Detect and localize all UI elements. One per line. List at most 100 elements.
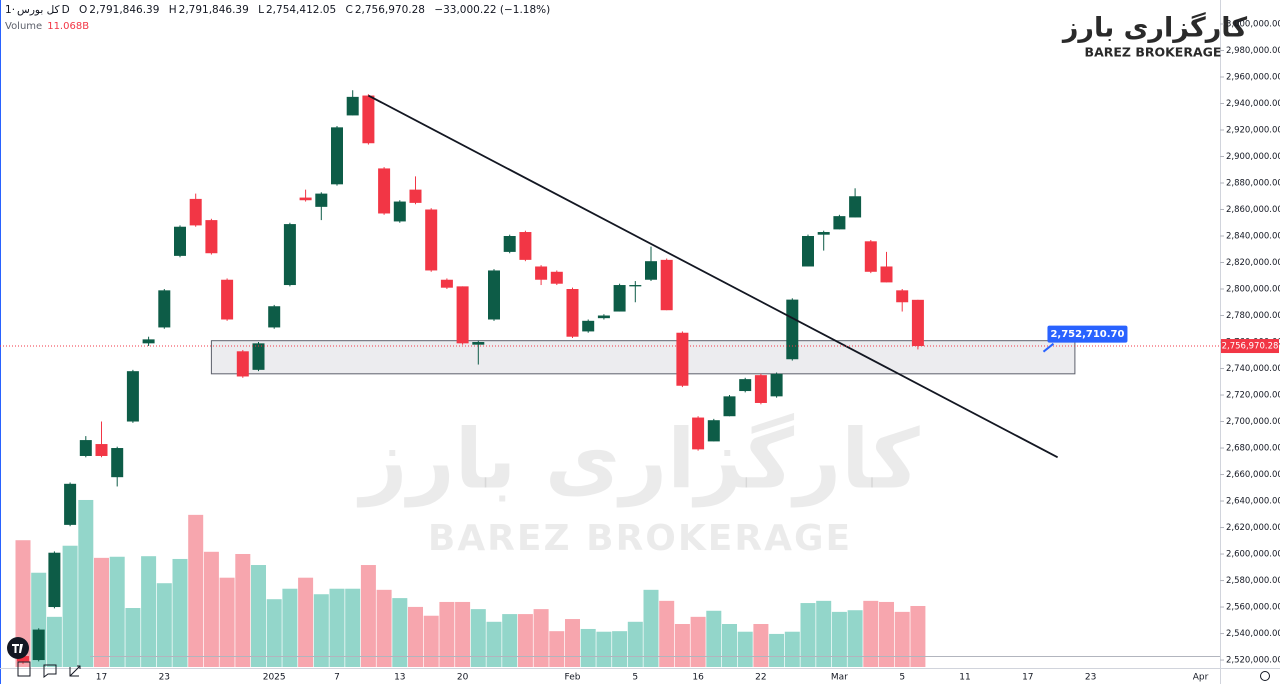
volume-bar bbox=[549, 631, 565, 667]
tool-arrow[interactable] bbox=[69, 665, 81, 677]
legend-header: کل بورس·1D O 2,791,846.39 H 2,791,846.39 L… bbox=[5, 4, 556, 16]
candle-body bbox=[158, 290, 171, 328]
candle-body bbox=[95, 444, 108, 456]
volume-bar bbox=[517, 614, 533, 667]
volume-bar bbox=[769, 633, 785, 667]
candle-body bbox=[535, 266, 548, 280]
volume-bar bbox=[313, 594, 329, 667]
candle-body bbox=[817, 232, 830, 235]
y-tick-label: 2,520,000.00 bbox=[1226, 656, 1280, 666]
candle-body bbox=[613, 285, 626, 312]
volume-bar bbox=[282, 588, 298, 667]
candle-body bbox=[770, 373, 783, 397]
separator: · bbox=[11, 4, 16, 16]
volume-bar bbox=[251, 565, 266, 667]
x-tick-label: 23 bbox=[159, 673, 170, 683]
candle-body bbox=[864, 241, 877, 272]
tool-icon[interactable] bbox=[17, 661, 31, 677]
volume-bar bbox=[612, 631, 628, 667]
candle-body bbox=[833, 216, 846, 230]
candle-body bbox=[126, 371, 139, 422]
x-tick-label: 16 bbox=[692, 673, 704, 683]
candle-body bbox=[299, 197, 312, 201]
volume-bar bbox=[894, 611, 910, 667]
y-tick-label: 2,920,000.00 bbox=[1226, 125, 1280, 135]
candle-body bbox=[315, 193, 328, 207]
volume-bar bbox=[219, 577, 235, 667]
x-tick-label: 5 bbox=[899, 673, 905, 683]
y-tick-label: 2,960,000.00 bbox=[1226, 72, 1280, 82]
candle-body bbox=[142, 339, 155, 344]
candle-body bbox=[440, 279, 453, 288]
candle-body bbox=[174, 226, 186, 256]
volume-bar bbox=[690, 616, 706, 667]
candle-body bbox=[456, 286, 469, 344]
volume-bar bbox=[879, 601, 894, 667]
candle-body bbox=[362, 95, 375, 144]
candle-body bbox=[378, 168, 391, 214]
tv-logo-mark bbox=[12, 644, 23, 653]
volume-bar bbox=[470, 609, 486, 667]
volume-bar bbox=[360, 565, 376, 667]
volume-bar bbox=[706, 610, 722, 667]
volume-bar bbox=[784, 631, 800, 667]
volume-bar bbox=[392, 598, 408, 667]
y-tick-label: 2,640,000.00 bbox=[1226, 497, 1280, 507]
candle-body bbox=[221, 279, 234, 320]
settings-icon[interactable] bbox=[1260, 671, 1270, 681]
volume-bar bbox=[329, 588, 345, 667]
candle-body bbox=[331, 127, 343, 185]
candle-body bbox=[723, 396, 736, 417]
high-value: 2,791,846.39 bbox=[178, 4, 249, 16]
volume-bar bbox=[172, 558, 188, 667]
volume-bar bbox=[533, 609, 549, 667]
y-tick-label: 2,780,000.00 bbox=[1226, 311, 1280, 321]
y-tick-label: 2,840,000.00 bbox=[1226, 232, 1280, 242]
x-tick-label: 7 bbox=[334, 673, 340, 683]
callout-box bbox=[1047, 325, 1128, 343]
last-price-box bbox=[1221, 339, 1279, 354]
x-tick-label: 17 bbox=[1022, 673, 1033, 683]
x-tick-label: Apr bbox=[1193, 673, 1209, 683]
volume-bar bbox=[203, 551, 219, 667]
tool-comment[interactable] bbox=[43, 664, 57, 678]
candle-body bbox=[393, 201, 406, 222]
candle-body bbox=[425, 209, 438, 271]
y-tick-label: 2,740,000.00 bbox=[1226, 364, 1280, 374]
x-tick-label: 5 bbox=[632, 673, 638, 683]
watermark-name: کارگزاری بارز bbox=[356, 412, 920, 507]
tv-logo[interactable] bbox=[7, 637, 29, 659]
volume-bar bbox=[643, 589, 659, 667]
y-tick-label: 2,660,000.00 bbox=[1226, 470, 1280, 480]
volume-value: 11.068B bbox=[47, 21, 90, 32]
candle-body bbox=[629, 285, 642, 287]
y-tick-label: 2,940,000.00 bbox=[1226, 99, 1280, 109]
open-value: 2,791,846.39 bbox=[89, 4, 160, 16]
x-tick-label: 17 bbox=[96, 673, 107, 683]
volume-bar bbox=[15, 540, 31, 667]
volume-bar bbox=[565, 619, 580, 667]
candle-body bbox=[880, 266, 893, 283]
last-price-label: 2,756,970.28 bbox=[1222, 342, 1279, 352]
volume-bar bbox=[800, 603, 816, 667]
candle-body bbox=[802, 236, 814, 267]
volume-bar bbox=[141, 556, 157, 667]
volume-key: Volume bbox=[5, 21, 43, 32]
candle-body bbox=[17, 656, 29, 662]
volume-bar bbox=[580, 628, 596, 667]
volume-bar bbox=[78, 499, 94, 667]
candle-body bbox=[189, 198, 202, 226]
volume-bar bbox=[266, 599, 282, 667]
volume-bar bbox=[674, 624, 690, 667]
watermark-subtitle: BAREZ BROKERAGE bbox=[428, 518, 852, 559]
candle-body bbox=[472, 342, 485, 345]
volume-header: Volume 11.068B bbox=[5, 21, 91, 32]
interval[interactable]: 1D bbox=[5, 4, 70, 16]
x-tick-label: Feb bbox=[565, 673, 581, 683]
trendline bbox=[367, 94, 1059, 459]
y-tick-label: 2,900,000.00 bbox=[1226, 152, 1280, 162]
callout-arrow bbox=[1042, 342, 1055, 353]
candle-body bbox=[409, 189, 422, 203]
candle-body bbox=[346, 96, 359, 116]
